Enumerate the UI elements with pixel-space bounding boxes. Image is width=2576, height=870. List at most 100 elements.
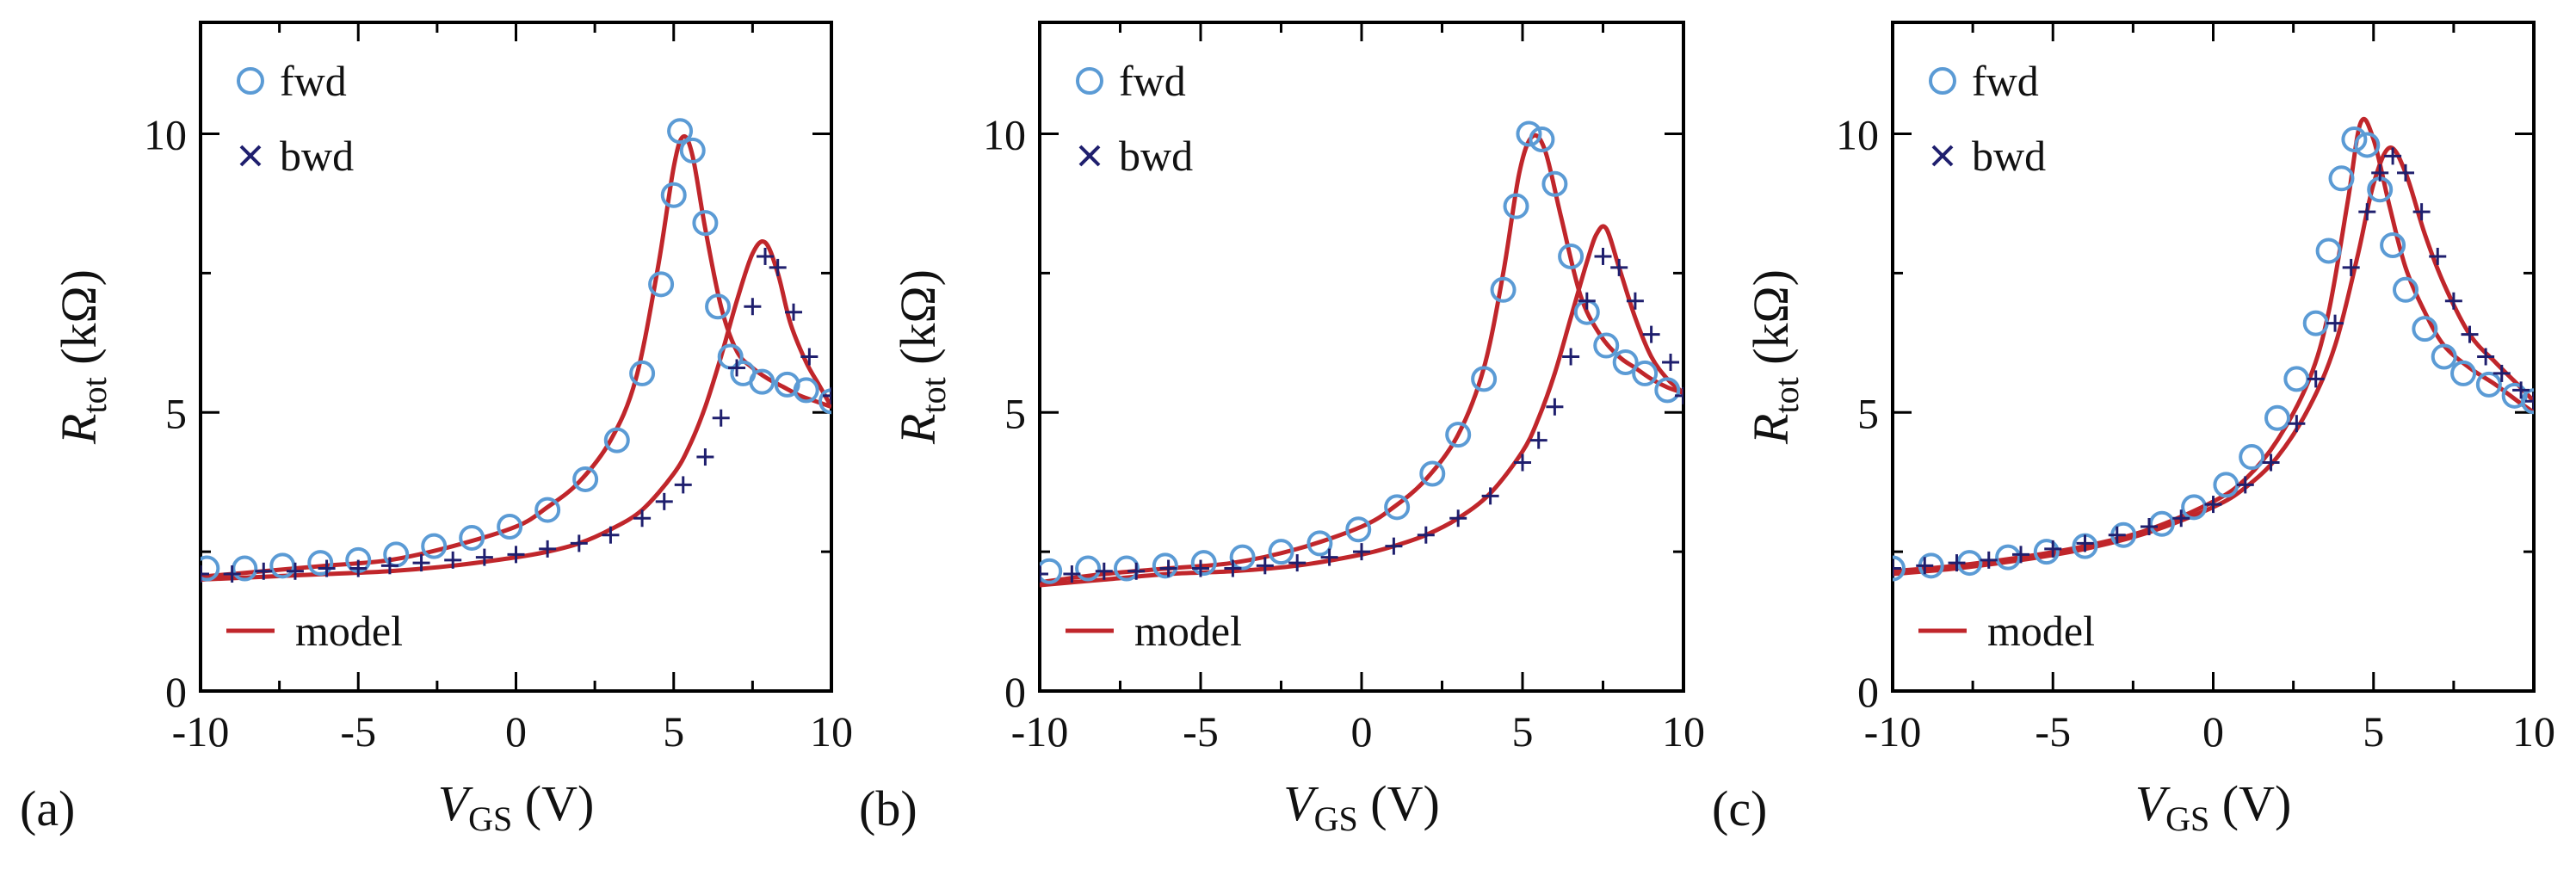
legend-fwd-marker	[1929, 67, 1956, 95]
y-tick-label: 0	[165, 668, 187, 716]
bwd-point	[1980, 551, 1998, 569]
bwd-point	[1626, 292, 1644, 310]
model-curve	[1040, 224, 1683, 588]
bwd-point	[1224, 559, 1242, 577]
x-tick-label: 0	[1351, 707, 1373, 756]
fwd-point	[648, 271, 675, 298]
fwd-point	[269, 552, 296, 579]
fwd-point	[629, 360, 656, 386]
legend-label: model	[1987, 607, 2095, 655]
fwd-point	[1384, 494, 1411, 521]
bwd-point	[1514, 454, 1531, 472]
x-tick-label: 10	[810, 707, 853, 756]
fwd-point	[1593, 332, 1620, 359]
bwd-point	[769, 258, 787, 276]
bwd-point	[507, 546, 525, 564]
bwd-point	[1192, 559, 1209, 577]
bwd-point	[1481, 487, 1499, 505]
fwd-point	[2521, 388, 2534, 415]
bwd-point	[2512, 381, 2530, 399]
bwd-point	[2477, 348, 2495, 366]
bwd-point	[2044, 540, 2062, 558]
bwd-point	[2288, 415, 2306, 433]
x-axis-label: VGS (V)	[2135, 775, 2292, 838]
bwd-point	[255, 562, 273, 580]
legend-label: bwd	[280, 132, 354, 180]
bwd-point	[1385, 537, 1403, 555]
bwd-point	[655, 492, 673, 510]
bwd-point	[1417, 526, 1435, 544]
bwd-point	[1256, 557, 1274, 575]
fwd-point	[692, 210, 719, 237]
y-tick-label: 5	[1857, 389, 1879, 437]
fwd-point	[421, 533, 448, 559]
x-tick-label: -10	[172, 707, 230, 756]
plot-area	[1040, 120, 1683, 588]
chart-panel-1: -10 -5 0 5 10 0 5 10 Rtot (kΩ) VGS (V) (a) fwd bwd mo…	[20, 21, 853, 838]
bwd-point	[823, 386, 831, 404]
plot-frame	[1038, 21, 1685, 693]
bwd-point	[1562, 348, 1580, 366]
fwd-point	[2148, 510, 2175, 537]
fwd-point	[2412, 316, 2438, 342]
model-curve	[1893, 116, 2534, 574]
bwd-point	[2493, 364, 2511, 382]
bwd-point	[1529, 431, 1547, 449]
x-tick-label: 10	[2512, 707, 2555, 756]
fwd-point	[1040, 558, 1063, 584]
bwd-point	[1353, 543, 1370, 561]
fwd-point	[1612, 349, 1639, 375]
fwd-point	[2181, 494, 2208, 521]
fwd-point	[497, 513, 523, 540]
fwd-point	[1113, 555, 1140, 582]
y-tick-label: 0	[1857, 668, 1879, 716]
fwd-point	[307, 550, 334, 577]
bwd-point	[2108, 526, 2126, 544]
legend: fwd bwd model	[1066, 57, 1242, 655]
fwd-point	[2283, 366, 2310, 392]
plot-frame	[199, 21, 833, 693]
fwd-point	[819, 388, 831, 415]
bwd-point	[696, 448, 714, 466]
plot-area	[201, 118, 831, 583]
bwd-point	[286, 562, 304, 580]
bwd-point	[2358, 203, 2376, 221]
bwd-point	[1159, 559, 1177, 577]
fwd-point	[1490, 276, 1517, 303]
x-tick-label: 0	[505, 707, 527, 756]
fwd-point	[383, 541, 410, 568]
bwd-point	[2204, 496, 2222, 514]
fwd-point	[2354, 132, 2381, 158]
bwd-point	[2326, 314, 2344, 332]
bwd-point	[444, 551, 462, 569]
fwd-point	[2302, 310, 2329, 336]
fwd-point	[1268, 539, 1294, 565]
bwd-point	[633, 509, 652, 528]
fwd-point	[572, 466, 599, 492]
bwd-point	[2140, 517, 2158, 535]
bwd-point	[2429, 247, 2447, 265]
bwd-point	[201, 565, 209, 583]
plot-frame	[1891, 21, 2536, 693]
bwd-point	[2412, 203, 2431, 221]
y-tick-label: 5	[165, 389, 187, 437]
bwd-point	[2236, 476, 2254, 494]
x-tick-label: 5	[1512, 707, 1534, 756]
bwd-point	[2172, 509, 2190, 528]
fwd-point	[1558, 243, 1585, 269]
fwd-point	[667, 118, 694, 145]
fwd-point	[1632, 360, 1659, 386]
fwd-point	[1345, 516, 1372, 543]
bwd-point	[318, 559, 336, 577]
fwd-point	[705, 293, 732, 320]
bwd-point	[539, 540, 557, 558]
fwd-point	[1307, 530, 1333, 557]
fwd-point	[2380, 232, 2406, 258]
plot-area	[1893, 116, 2534, 582]
x-tick-label: -10	[1864, 707, 1922, 756]
bwd-point	[800, 348, 819, 366]
x-tick-label: 0	[2202, 707, 2224, 756]
bwd-point	[1594, 247, 1612, 265]
fwd-point	[1893, 555, 1906, 582]
bwd-point	[602, 526, 620, 544]
